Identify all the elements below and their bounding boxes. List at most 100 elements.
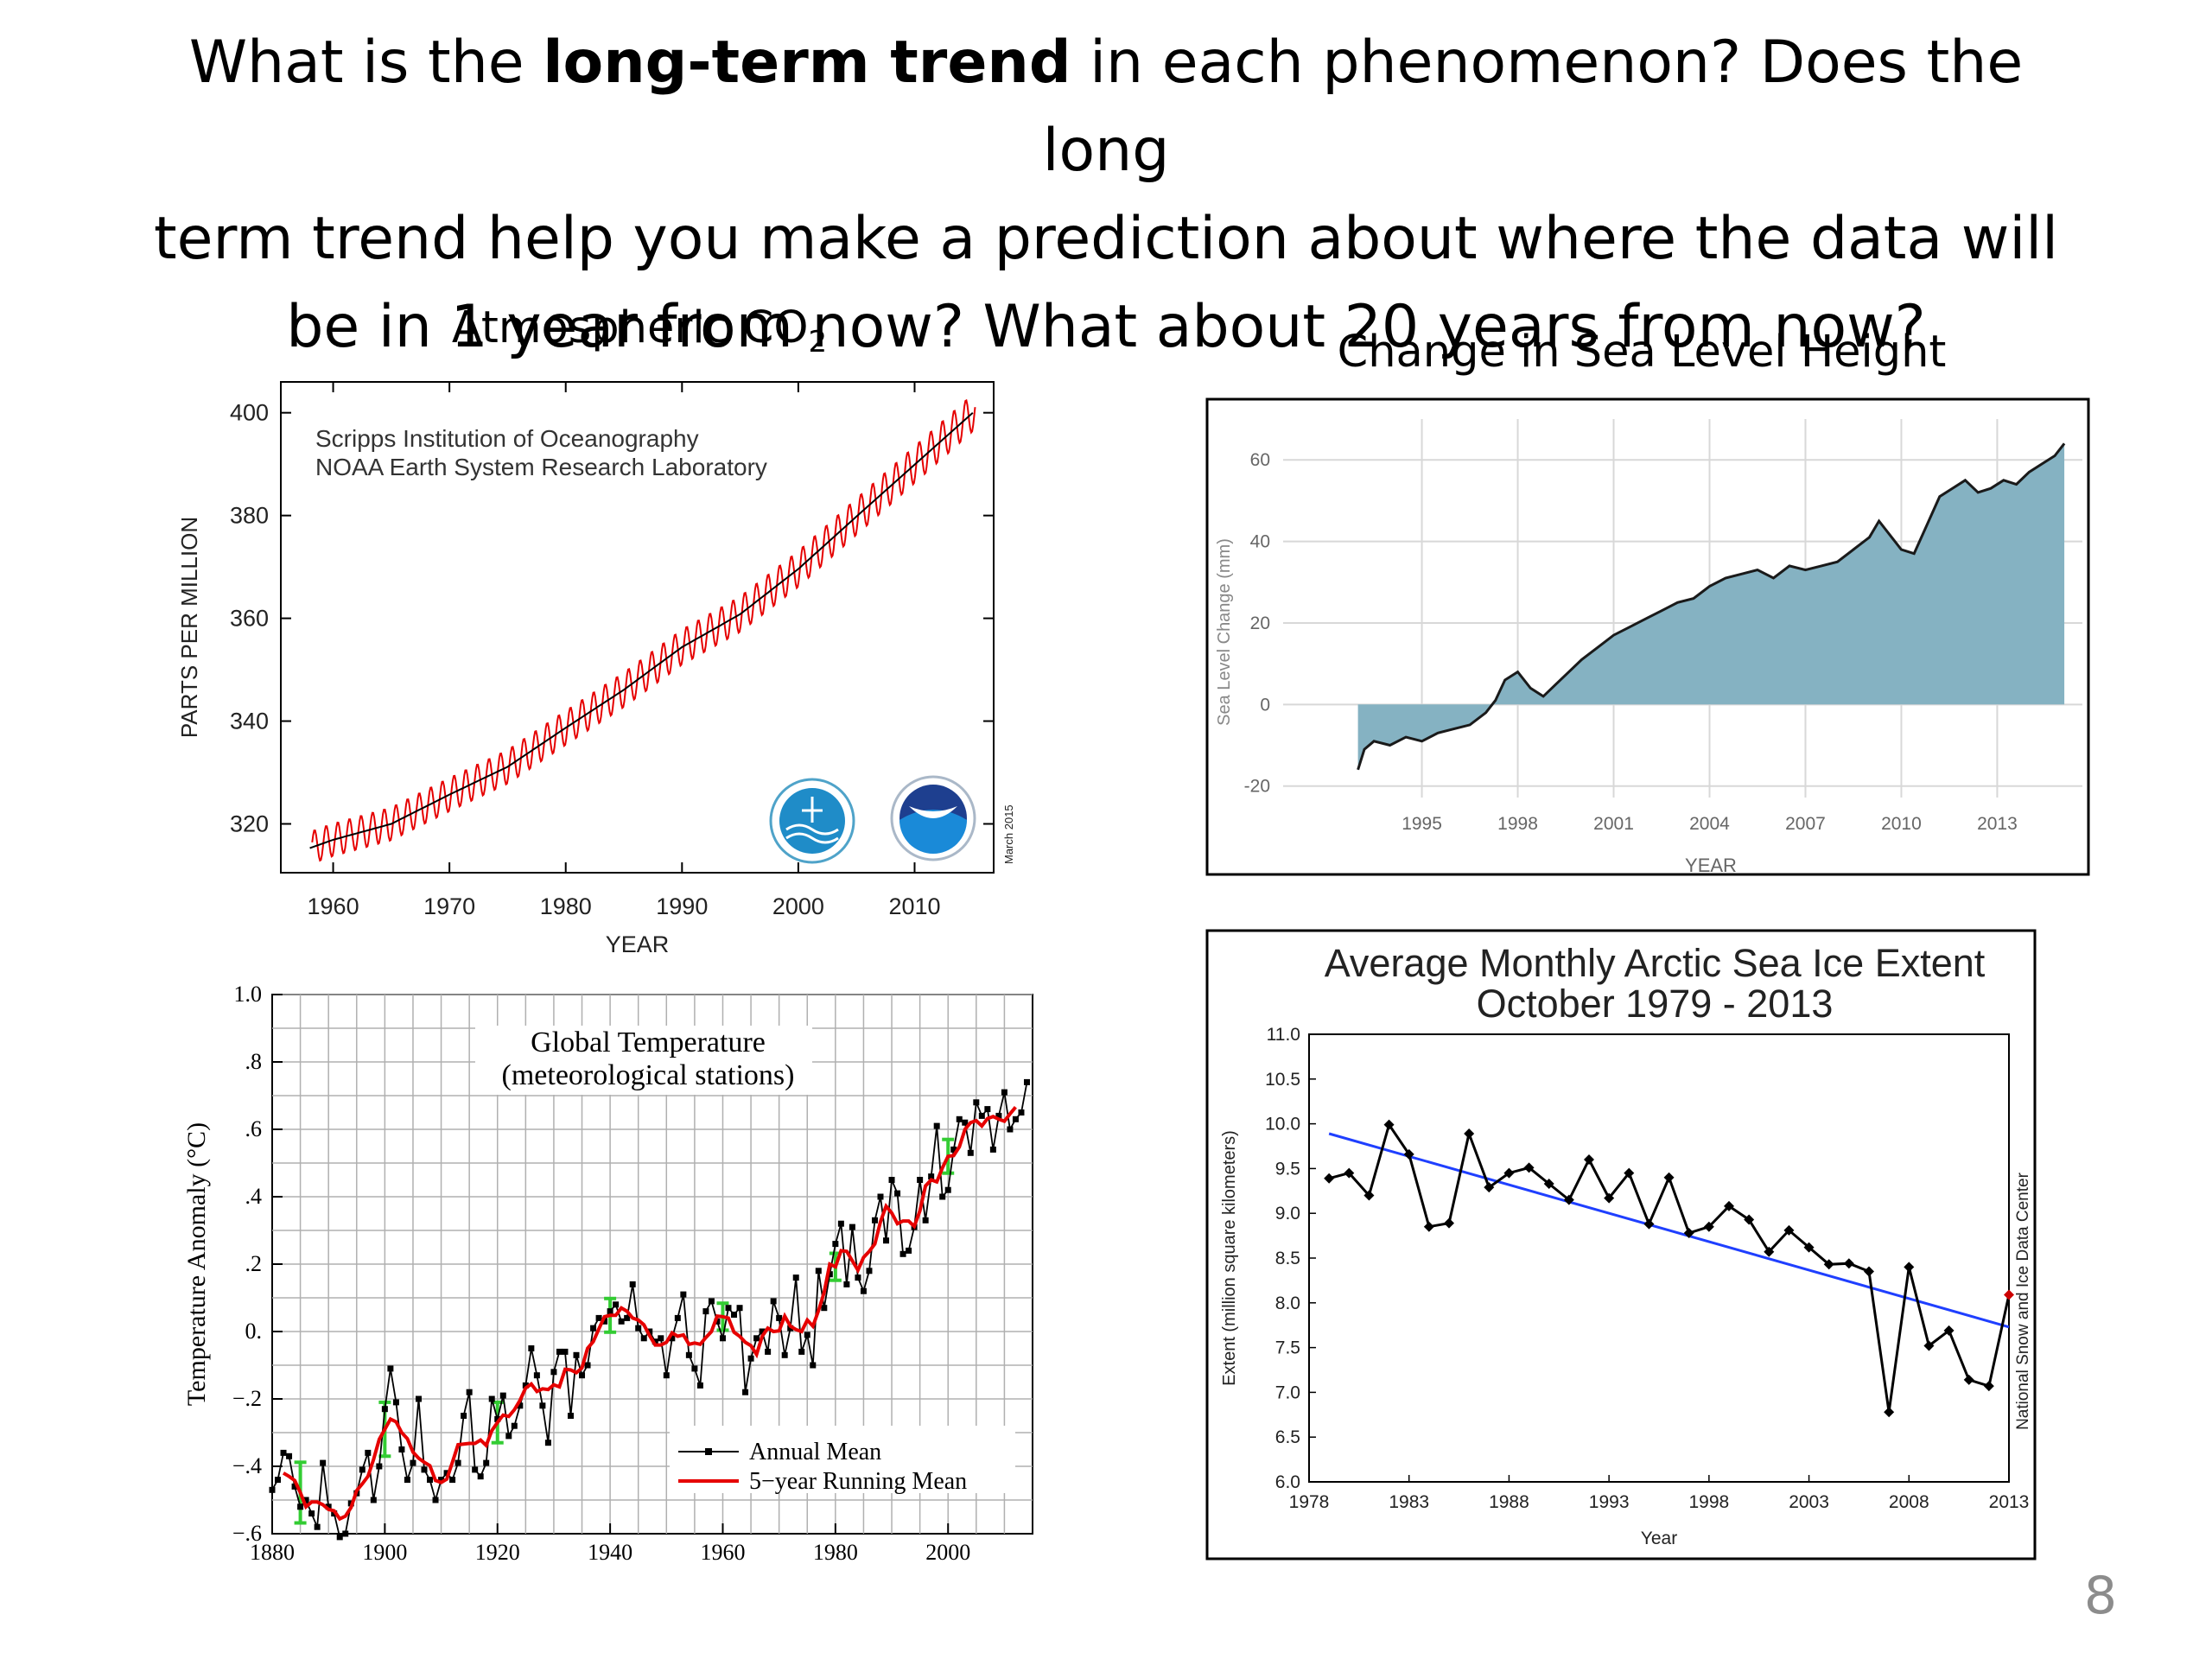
data-point-annual xyxy=(302,1497,309,1503)
data-point-annual xyxy=(336,1534,343,1541)
data-point-annual xyxy=(415,1395,422,1402)
data-point-annual xyxy=(376,1463,383,1470)
data-point-annual xyxy=(821,1305,828,1312)
data-point-annual xyxy=(837,1220,844,1227)
series-line-monthly xyxy=(311,398,976,862)
data-point-annual xyxy=(883,1237,890,1244)
data-point xyxy=(1403,1148,1414,1160)
x-tick-label: 1990 xyxy=(656,893,708,919)
data-point-annual xyxy=(658,1335,664,1342)
data-point-annual xyxy=(714,1318,721,1325)
data-point xyxy=(1383,1119,1395,1130)
date-note: March 2015 xyxy=(1002,804,1015,864)
series-line xyxy=(1357,442,2066,771)
data-point-annual xyxy=(860,1287,867,1294)
x-tick-label: 1978 xyxy=(1289,1492,1330,1512)
data-point-annual xyxy=(297,1503,304,1510)
y-tick-label: -20 xyxy=(1244,777,1270,797)
data-point-annual xyxy=(488,1395,495,1402)
data-point-annual xyxy=(995,1112,1002,1119)
data-point-annual xyxy=(624,1314,631,1321)
data-point-annual xyxy=(308,1510,315,1517)
co2-heading: Atmospheric CO2 xyxy=(432,302,847,359)
data-point-annual xyxy=(539,1402,546,1409)
data-point-annual xyxy=(421,1466,428,1473)
data-point-annual xyxy=(359,1466,365,1473)
data-point-annual xyxy=(944,1186,951,1193)
x-tick-label: 1970 xyxy=(423,893,475,919)
data-point xyxy=(1703,1221,1714,1232)
data-point-annual xyxy=(427,1477,434,1484)
data-point-annual xyxy=(956,1116,963,1122)
question-text: What is the xyxy=(188,29,543,97)
data-point-annual xyxy=(607,1308,613,1315)
data-point-annual xyxy=(815,1268,822,1274)
y-tick-label: 8.5 xyxy=(1275,1249,1300,1268)
x-tick-label: 1960 xyxy=(700,1540,745,1565)
question-emphasis: long-term trend xyxy=(543,29,1071,97)
x-tick-label: 1980 xyxy=(540,893,592,919)
data-point-annual xyxy=(517,1402,524,1409)
data-point-annual xyxy=(291,1483,298,1490)
data-point-annual xyxy=(550,1369,557,1376)
data-point-annual xyxy=(342,1530,349,1537)
data-point xyxy=(1864,1266,1874,1277)
data-point-annual xyxy=(877,1193,884,1200)
data-point xyxy=(1843,1258,1854,1269)
data-point-annual xyxy=(742,1389,749,1395)
data-point-annual xyxy=(320,1459,327,1466)
data-point-annual xyxy=(573,1351,580,1358)
y-tick-label: 340 xyxy=(230,709,269,734)
chart-title: Average Monthly Arctic Sea Ice Extent xyxy=(1325,941,1986,985)
x-tick-label: 1983 xyxy=(1389,1492,1429,1512)
data-point-annual xyxy=(280,1449,287,1456)
data-point-annual xyxy=(567,1413,574,1419)
data-point xyxy=(1943,1325,1955,1336)
y-tick-label: 360 xyxy=(230,606,269,632)
x-tick-label: 1995 xyxy=(1402,814,1442,834)
data-point xyxy=(1563,1194,1574,1205)
annotation: Scripps Institution of Oceanography xyxy=(315,425,699,452)
y-tick-label: .6 xyxy=(245,1116,263,1141)
y-tick-label: −.2 xyxy=(232,1386,262,1411)
data-point xyxy=(1344,1167,1355,1179)
chart-subtitle: October 1979 - 2013 xyxy=(1477,982,1834,1026)
data-point xyxy=(1963,1374,1974,1385)
data-point xyxy=(1503,1167,1515,1179)
sea-level-chart: 1995 1998 2001 2004 2007 2010 2013 -20 0 20 40 60 YE… xyxy=(1205,397,2090,876)
data-point-annual xyxy=(275,1477,282,1484)
data-point-annual xyxy=(765,1348,772,1355)
data-point-annual xyxy=(781,1351,788,1358)
y-tick-label: 8.0 xyxy=(1275,1294,1300,1313)
data-point-annual xyxy=(669,1335,676,1342)
data-point-annual xyxy=(736,1305,743,1312)
slide-question: What is the long-term trend in each phen… xyxy=(121,19,2091,372)
y-tick-label: 9.0 xyxy=(1275,1204,1300,1224)
y-tick-label: 10.0 xyxy=(1265,1115,1300,1135)
data-point-annual xyxy=(398,1446,405,1452)
series-line-trend xyxy=(309,411,974,849)
data-point-annual xyxy=(810,1362,817,1369)
data-point-annual xyxy=(314,1523,321,1530)
legend-marker-annual xyxy=(705,1448,712,1455)
y-tick-label: 380 xyxy=(230,503,269,529)
x-tick-label: 2000 xyxy=(925,1540,970,1565)
y-tick-label: .4 xyxy=(245,1184,263,1209)
data-point-annual xyxy=(804,1332,810,1338)
data-point xyxy=(1923,1340,1935,1351)
x-tick-label: 2013 xyxy=(1977,814,2018,834)
question-line: term trend help you make a prediction ab… xyxy=(121,195,2091,283)
data-point-annual xyxy=(888,1177,895,1183)
data-point-annual xyxy=(950,1146,957,1153)
data-point xyxy=(1624,1167,1635,1179)
y-tick-label: 7.0 xyxy=(1275,1382,1300,1402)
y-tick-label: 7.5 xyxy=(1275,1338,1300,1358)
plot-frame xyxy=(1308,1033,2010,1483)
data-point-annual xyxy=(719,1335,726,1342)
x-axis-label: YEAR xyxy=(1685,855,1737,876)
data-point-annual xyxy=(613,1301,620,1308)
data-point xyxy=(1464,1128,1475,1139)
question-text: be in 1 year from now? What about 20 yea… xyxy=(286,293,1926,361)
chart-subtitle: (meteorological stations) xyxy=(502,1059,795,1091)
data-point-annual xyxy=(494,1415,501,1422)
